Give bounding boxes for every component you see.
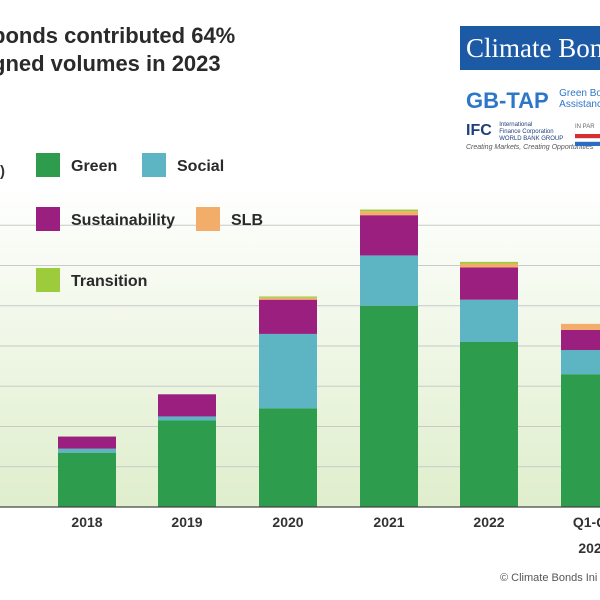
legend-label-transition: Transition	[71, 273, 147, 290]
copyright-notice: © Climate Bonds Ini	[500, 572, 598, 584]
bar-social-2018	[58, 448, 116, 453]
y-axis-label-fragment: )	[0, 163, 5, 180]
ifc-sub-1: International	[499, 122, 533, 128]
x-tick-label: 2022	[473, 514, 504, 530]
legend-label-slb: SLB	[231, 212, 263, 229]
bar-green-2022	[460, 341, 518, 507]
legend-swatch-sustainability	[36, 207, 60, 231]
flag-stripe-red	[575, 134, 600, 138]
x-tick-label: 2021	[373, 514, 404, 530]
bar-green-q1-q	[561, 374, 600, 507]
flag-stripe-white	[575, 138, 600, 142]
bar-sustainability-2019	[158, 394, 216, 417]
legend-label-sustainability: Sustainability	[71, 212, 175, 229]
bar-social-2021	[360, 255, 418, 306]
chart-title: bonds contributed 64% gned volumes in 20…	[0, 22, 360, 78]
bar-slb-2020	[259, 297, 317, 300]
bar-sustainability-q1-q	[561, 329, 600, 351]
title-line-2: gned volumes in 2023	[0, 51, 221, 76]
climate-bonds-logo-text: Climate Bonds	[466, 33, 600, 63]
bar-transition-2021	[360, 209, 418, 212]
legend-swatch-green	[36, 153, 60, 177]
bar-green-2019	[158, 420, 216, 507]
legend-label-social: Social	[177, 158, 224, 175]
climate-bonds-logo: Climate Bonds	[460, 26, 600, 70]
bar-slb-2022	[460, 263, 518, 268]
bar-sustainability-2020	[259, 299, 317, 334]
ifc-logo-subtitle: International Finance Corporation WORLD …	[499, 122, 563, 143]
in-partnership-label: IN PAR	[575, 124, 595, 130]
legend-label-green: Green	[71, 158, 117, 175]
x-tick-labels: 2018 2019 2020 2021 2022 Q1-Q 202	[71, 514, 600, 556]
bar-social-2020	[259, 333, 317, 409]
legend-swatch-transition	[36, 268, 60, 292]
x-tick-label: 2019	[171, 514, 202, 530]
legend-swatch-social	[142, 153, 166, 177]
bar-slb-q1-q	[561, 323, 600, 330]
bar-sustainability-2022	[460, 267, 518, 300]
flag-stripe-blue	[575, 142, 600, 146]
bar-green-2020	[259, 408, 317, 507]
x-tick-label-line2: 202	[578, 540, 600, 556]
bar-transition-2020	[259, 296, 317, 298]
bar-sustainability-2021	[360, 215, 418, 256]
gbtap-sub-1: Green Bo	[559, 88, 600, 99]
ifc-logo-text: IFC	[466, 122, 492, 139]
x-tick-label: 2020	[272, 514, 303, 530]
legend-swatch-slb	[196, 207, 220, 231]
title-line-1: bonds contributed 64%	[0, 23, 236, 48]
gbtap-logo-subtitle: Green Bo Assistanc	[559, 88, 600, 110]
legend: Green Social Sustainability SLB Transition	[36, 153, 263, 292]
ifc-tagline: Creating Markets, Creating Opportunities	[466, 144, 594, 151]
bar-social-q1-q	[561, 350, 600, 375]
bar-social-2019	[158, 416, 216, 421]
bar-social-2022	[460, 299, 518, 342]
bars-group	[58, 209, 600, 507]
gbtap-sub-2: Assistanc	[559, 99, 600, 110]
bar-slb-2021	[360, 211, 418, 216]
bar-sustainability-2018	[58, 436, 116, 449]
ifc-logo: IFC International Finance Corporation WO…	[466, 122, 593, 151]
bar-green-2021	[360, 305, 418, 507]
gbtap-logo-text: GB-TAP	[466, 88, 549, 113]
gbtap-logo: GB-TAP Green Bo Assistanc	[466, 88, 600, 114]
bar-green-2018	[58, 452, 116, 507]
ifc-sub-2: Finance Corporation	[499, 129, 554, 135]
x-tick-label: Q1-Q	[573, 514, 600, 530]
bar-transition-2022	[460, 261, 518, 264]
x-tick-label: 2018	[71, 514, 102, 530]
ifc-sub-3: WORLD BANK GROUP	[499, 136, 564, 142]
